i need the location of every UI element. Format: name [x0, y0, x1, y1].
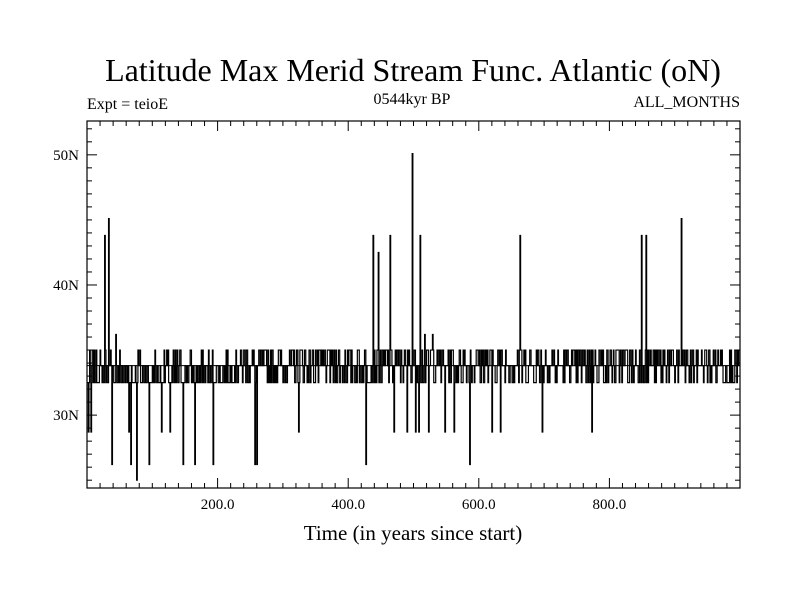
x-tick-label: 600.0	[462, 497, 496, 513]
series-group	[87, 152, 740, 481]
x-tick-label: 400.0	[331, 497, 365, 513]
y-tick-label: 30N	[53, 408, 79, 424]
x-axis-label: Time (in years since start)	[304, 521, 523, 545]
plot-frame	[86, 120, 741, 489]
chart-title: Latitude Max Merid Stream Func. Atlantic…	[105, 52, 721, 88]
x-tick-labels: 200.0 400.0 600.0 800.0	[201, 497, 627, 513]
x-tick-label: 800.0	[593, 497, 627, 513]
experiment-label: Expt = teioE	[87, 96, 168, 113]
series-line	[87, 152, 740, 481]
months-label: ALL_MONTHS	[633, 94, 740, 111]
x-tick-label: 200.0	[201, 497, 235, 513]
x-axis-ticks	[99, 121, 728, 488]
y-tick-label: 40N	[53, 278, 79, 294]
period-label: 0544kyr BP	[374, 91, 451, 108]
y-tick-label: 50N	[53, 148, 79, 164]
y-tick-labels: 30N 40N 50N	[53, 148, 79, 424]
